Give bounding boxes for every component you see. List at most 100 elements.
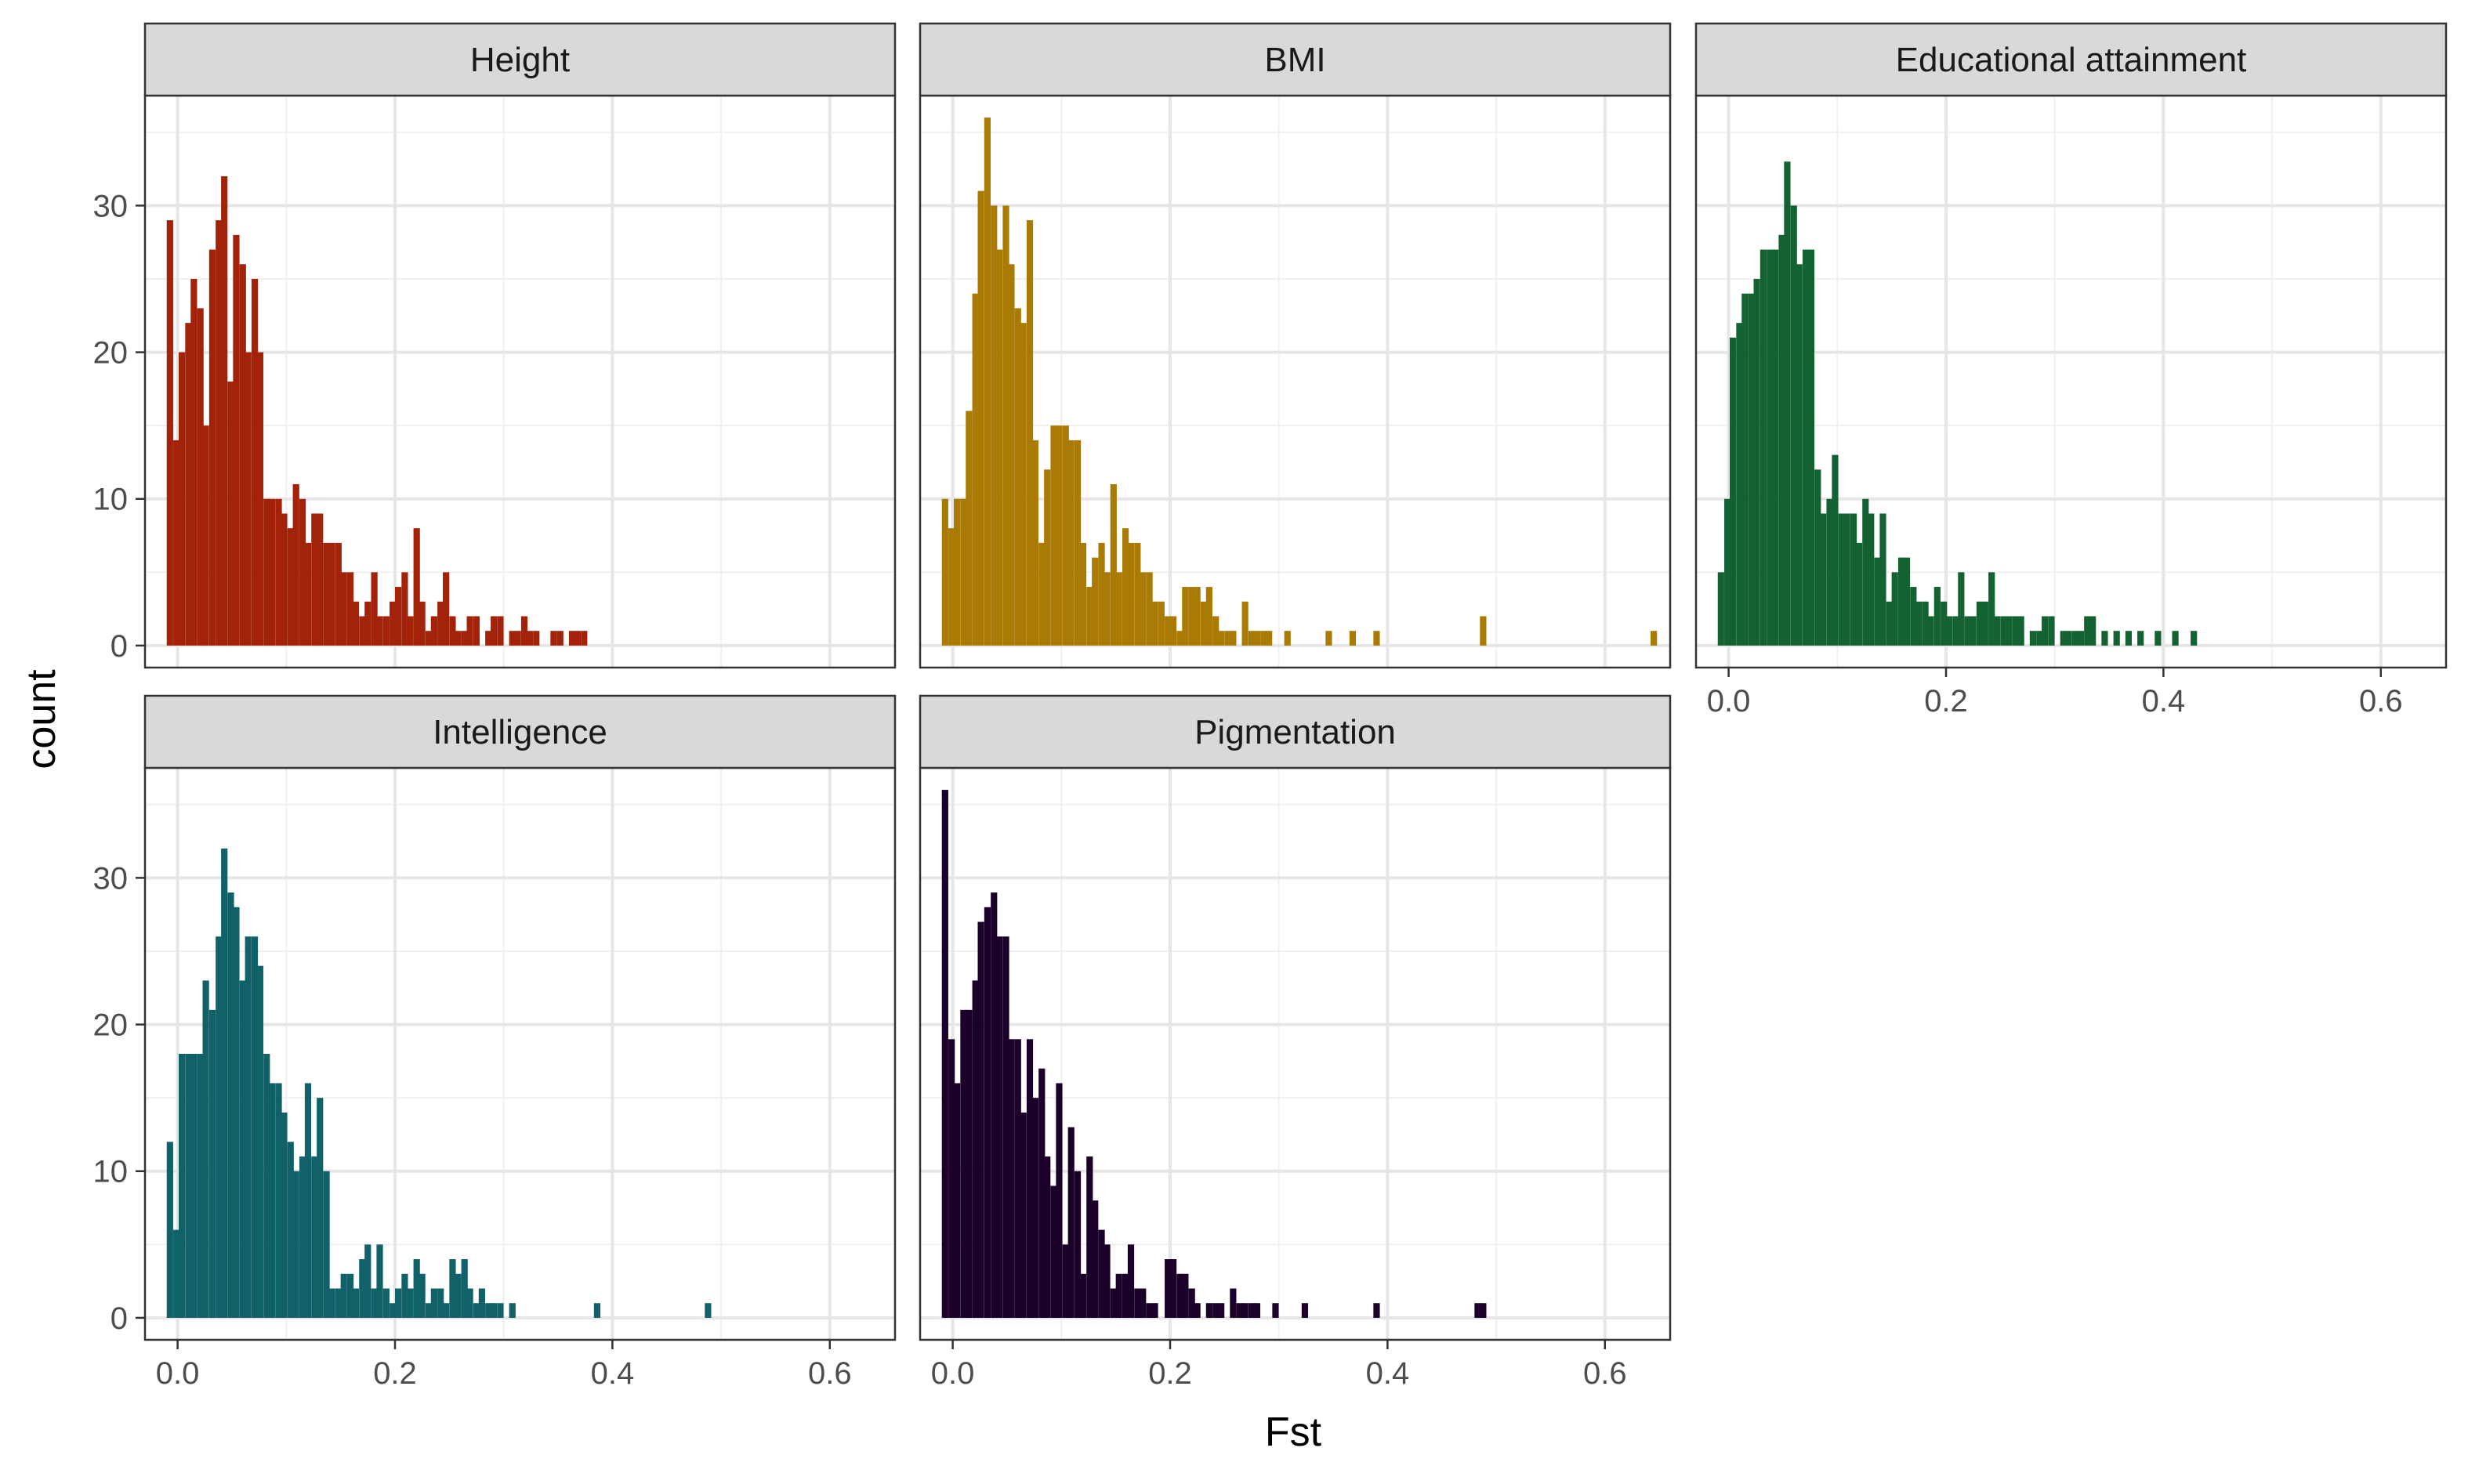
histogram-bar — [1729, 337, 1737, 646]
histogram-bar — [1480, 616, 1487, 646]
histogram-bar — [1002, 936, 1009, 1318]
histogram-bar — [1038, 542, 1046, 646]
histogram-bar — [1151, 1303, 1158, 1318]
histogram-bar — [190, 278, 198, 646]
histogram-bar — [2000, 616, 2007, 646]
histogram-bar — [1194, 1303, 1201, 1318]
panel-educational-attainment: Educational attainment 0.0 0.2 0.4 0.6 — [1694, 22, 2448, 718]
x-tick-label: 0.2 — [1148, 1356, 1192, 1391]
x-tick-label: 0.6 — [2359, 684, 2403, 718]
histogram-bar — [1200, 601, 1208, 646]
histogram-bar — [1026, 1039, 1034, 1318]
histogram-bar — [960, 1009, 967, 1318]
histogram-bar — [1820, 513, 1827, 646]
histogram-bar — [550, 631, 557, 646]
histogram-bar — [275, 498, 282, 646]
histogram-bar — [1838, 513, 1845, 646]
x-tick-label: 0.0 — [156, 1356, 200, 1391]
histogram-bar — [1127, 1244, 1135, 1318]
histogram-bar — [281, 513, 288, 646]
histogram-bar — [1910, 587, 1917, 646]
histogram-bar — [185, 323, 192, 646]
histogram-bar — [1020, 1112, 1027, 1318]
histogram-bar — [1651, 631, 1658, 646]
histogram-bar — [1862, 498, 1869, 646]
histogram-bar — [1260, 631, 1267, 646]
histogram-bar — [485, 1303, 492, 1318]
x-tick-label: 0.4 — [591, 1356, 635, 1391]
histogram-bar — [299, 498, 306, 646]
histogram-bar — [2060, 631, 2067, 646]
histogram-bar — [328, 1288, 335, 1318]
histogram-bar — [491, 1303, 498, 1318]
histogram-bar — [173, 440, 180, 646]
histogram-bar — [1253, 1303, 1260, 1318]
histogram-bar — [2006, 616, 2013, 646]
histogram-bar — [2113, 631, 2120, 646]
histogram-bar — [233, 907, 240, 1318]
histogram-bar — [473, 1303, 480, 1318]
histogram-bar — [941, 790, 948, 1318]
histogram-bar — [359, 616, 366, 646]
histogram-bar — [430, 616, 437, 646]
histogram-bar — [972, 980, 979, 1318]
panel-pigmentation: Pigmentation 0.0 0.2 0.4 0.6 — [919, 694, 1672, 1391]
histogram-bar — [2137, 631, 2144, 646]
histogram-bar — [1886, 601, 1893, 646]
histogram-bar — [1014, 308, 1021, 646]
histogram-bar — [966, 1009, 973, 1318]
histogram-bar — [1182, 1273, 1189, 1318]
histogram-bar — [1194, 587, 1201, 646]
histogram-bar — [984, 907, 991, 1318]
histogram-bar — [1165, 1259, 1172, 1318]
histogram-bar — [1158, 601, 1165, 646]
histogram-bar — [2101, 631, 2108, 646]
histogram-bar — [509, 1303, 516, 1318]
histogram-bar — [311, 513, 318, 646]
histogram-bar — [335, 542, 342, 646]
histogram-bar — [1236, 1303, 1243, 1318]
histogram-bar — [216, 220, 223, 646]
histogram-bar — [208, 249, 216, 646]
histogram-bar — [1176, 631, 1183, 646]
histogram-bar — [1724, 498, 1731, 646]
histogram-bar — [1122, 528, 1129, 646]
histogram-bar — [1110, 1288, 1117, 1318]
histogram-bar — [1067, 1127, 1075, 1318]
histogram-bar — [1802, 249, 1810, 646]
histogram-bar — [1044, 1156, 1051, 1318]
histogram-bar — [1134, 1288, 1141, 1318]
histogram-bar — [340, 572, 347, 646]
histogram-bar — [1266, 631, 1273, 646]
histogram-bar — [1038, 1068, 1046, 1318]
histogram-bar — [2077, 631, 2085, 646]
histogram-bar — [2012, 616, 2019, 646]
histogram-bar — [407, 1288, 414, 1318]
histogram-bar — [304, 1083, 312, 1318]
histogram-bar — [185, 1054, 192, 1318]
histogram-bar — [352, 601, 360, 646]
histogram-bar — [1188, 1288, 1195, 1318]
histogram-bar — [2125, 631, 2133, 646]
histogram-bar — [317, 513, 324, 646]
histogram-bar — [568, 631, 576, 646]
y-tick-label: 10 — [93, 1155, 129, 1189]
histogram-bar — [437, 1288, 444, 1318]
histogram-bar — [292, 484, 299, 646]
histogram-bar — [1230, 1288, 1237, 1318]
y-tick-label: 20 — [93, 336, 129, 371]
histogram-bar — [1020, 323, 1027, 646]
histogram-bar — [287, 528, 294, 646]
histogram-bar — [1790, 205, 1797, 646]
histogram-bar — [953, 498, 961, 646]
histogram-bar — [1879, 513, 1886, 646]
histogram-bar — [1170, 1259, 1177, 1318]
histogram-bar — [1140, 572, 1147, 646]
histogram-bar — [977, 190, 984, 646]
histogram-bar — [221, 176, 228, 646]
panel-intelligence: Intelligence 0 10 20 30 0.0 0.2 0.4 0.6 — [93, 694, 897, 1391]
histogram-bar — [1826, 498, 1833, 646]
histogram-bar — [413, 528, 420, 646]
histogram-bar — [1850, 513, 1857, 646]
